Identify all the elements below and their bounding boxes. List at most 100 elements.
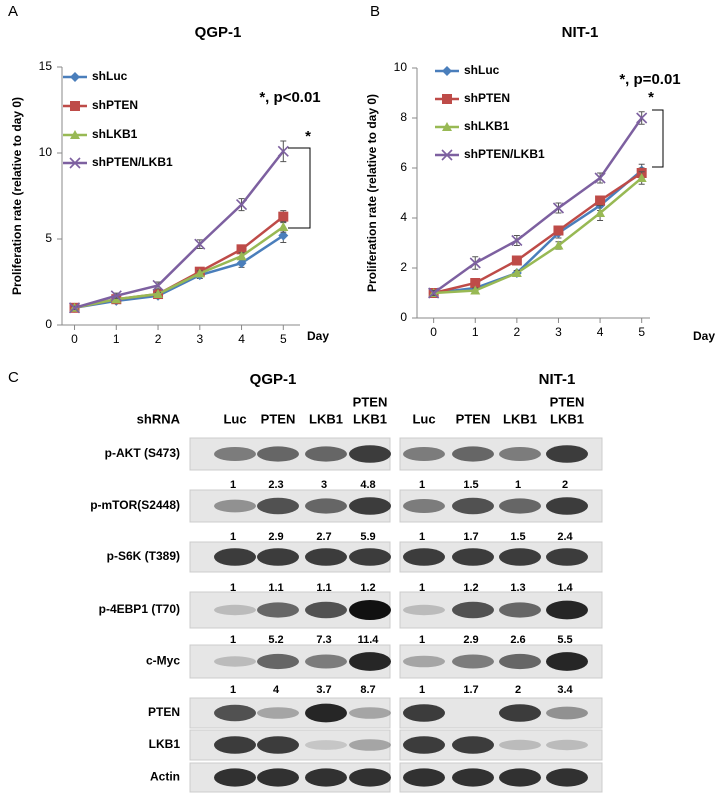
marker	[553, 225, 564, 236]
quantification: 2	[562, 479, 568, 491]
band	[499, 548, 541, 566]
marker	[235, 199, 248, 211]
quantification: 1.4	[557, 582, 573, 594]
legend-marker	[69, 157, 81, 169]
band	[546, 497, 588, 515]
marker	[511, 255, 522, 266]
band	[499, 739, 541, 751]
quantification: 1.1	[316, 582, 331, 594]
annotation: *, p<0.01	[259, 89, 320, 106]
lane-label: LKB1	[550, 411, 584, 426]
row-label: p-mTOR(S2448)	[90, 498, 180, 512]
band	[546, 600, 588, 620]
quantification: 1.7	[463, 684, 478, 696]
band	[403, 704, 445, 722]
legend-marker	[442, 66, 452, 76]
quantification: 2.9	[268, 531, 283, 543]
annotation: *, p=0.01	[619, 71, 680, 88]
quantification: 2.6	[510, 634, 525, 646]
quantification: 11.4	[358, 634, 380, 646]
legend-label: shLKB1	[464, 119, 510, 133]
quantification: 1.1	[268, 582, 283, 594]
band	[403, 655, 445, 668]
marker	[277, 145, 289, 157]
series-line	[74, 150, 285, 310]
chart-title: NIT-1	[562, 24, 599, 41]
band	[546, 652, 588, 671]
row-label: Actin	[150, 770, 180, 784]
quantification: 1.7	[463, 531, 478, 543]
quantification: 1.5	[510, 531, 525, 543]
x-axis-label: Day	[307, 329, 329, 343]
marker	[236, 244, 247, 255]
legend-marker	[441, 149, 453, 161]
quantification: 2.7	[316, 531, 331, 543]
cell-line-title: QGP-1	[250, 371, 297, 388]
quantification: 1.5	[463, 479, 478, 491]
band	[452, 736, 494, 754]
band	[546, 739, 588, 751]
quantification: 1	[419, 684, 425, 696]
quantification: 1	[419, 531, 425, 543]
band	[499, 653, 541, 670]
quantification: 2.4	[557, 531, 573, 543]
lane-label: LKB1	[309, 411, 343, 426]
quantification: 3.7	[316, 684, 331, 696]
quantification: 1	[515, 479, 521, 491]
band	[257, 653, 299, 670]
band	[452, 768, 494, 787]
legend-label: shLKB1	[92, 127, 138, 141]
y-tick-label: 10	[394, 60, 408, 74]
x-tick-label: 5	[280, 332, 287, 346]
marker	[194, 268, 205, 278]
marker	[236, 258, 247, 269]
band	[257, 768, 299, 787]
y-axis-label: Proliferation rate (relative to day 0)	[365, 94, 379, 292]
legend-marker	[442, 94, 452, 104]
band	[305, 446, 347, 462]
panel-label: A	[8, 3, 18, 20]
row-label: c-Myc	[146, 654, 180, 668]
band	[305, 654, 347, 669]
series-line	[74, 215, 285, 310]
band	[452, 497, 494, 515]
lane-label: PTEN	[261, 411, 296, 426]
band	[403, 548, 445, 566]
y-tick-label: 6	[400, 160, 407, 174]
annotation: *	[305, 128, 311, 145]
band	[349, 652, 391, 671]
x-tick-label: 4	[238, 332, 245, 346]
series-line	[433, 177, 643, 295]
marker	[636, 112, 648, 124]
quantification: 5.9	[360, 531, 375, 543]
band	[257, 548, 299, 566]
band	[349, 548, 391, 566]
band	[349, 600, 391, 620]
band	[349, 707, 391, 719]
band	[403, 768, 445, 787]
band	[214, 499, 256, 513]
x-tick-label: 0	[71, 332, 78, 346]
band	[305, 740, 347, 750]
quantification: 8.7	[360, 684, 375, 696]
marker	[152, 279, 164, 292]
marker	[595, 208, 606, 217]
legend-label: shPTEN	[464, 91, 510, 105]
x-tick-label: 1	[113, 332, 120, 346]
band	[349, 497, 391, 515]
legend-label: shPTEN/LKB1	[92, 155, 173, 169]
band	[214, 656, 256, 667]
band	[214, 447, 256, 461]
legend-marker	[70, 130, 80, 139]
quantification: 1	[230, 582, 236, 594]
marker	[110, 290, 122, 302]
y-tick-label: 8	[400, 110, 407, 124]
quantification: 4	[273, 684, 280, 696]
lane-label: PTEN	[456, 411, 491, 426]
quantification: 3.4	[557, 684, 573, 696]
band	[546, 548, 588, 566]
marker	[553, 240, 564, 250]
legend-label: shPTEN	[92, 98, 138, 112]
y-tick-label: 15	[39, 59, 53, 73]
y-axis-label: Proliferation rate (relative to day 0)	[10, 97, 24, 295]
